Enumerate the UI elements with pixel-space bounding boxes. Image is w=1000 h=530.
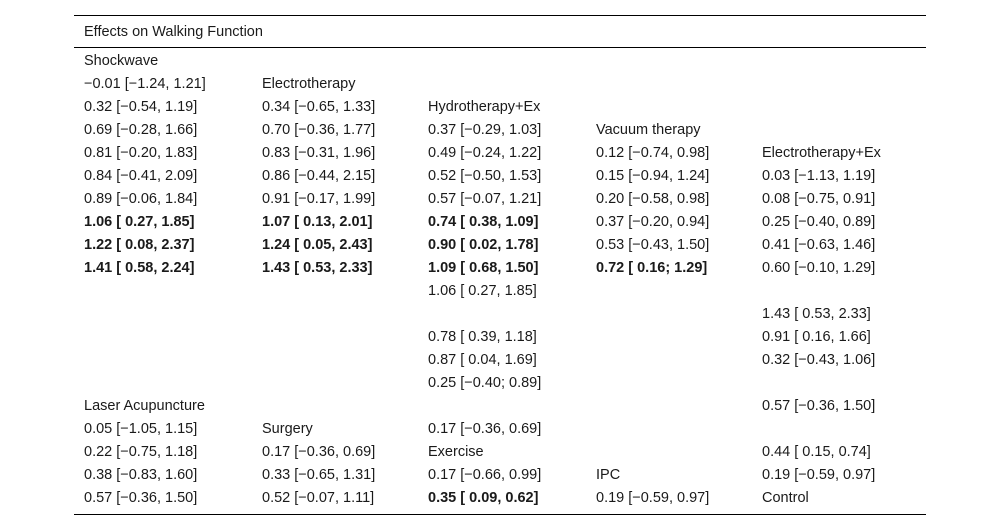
table-cell: 1.41 [ 0.58, 2.24] (84, 260, 195, 276)
table-cell: 0.52 [−0.07, 1.11] (262, 490, 375, 506)
table-cell: Vacuum therapy (596, 122, 701, 138)
table-cell: 0.37 [−0.29, 1.03] (428, 122, 542, 138)
table-cell: 0.17 [−0.36, 0.69] (262, 444, 376, 460)
table-cell: 0.19 [−0.59, 0.97] (596, 490, 710, 506)
table-cell: 0.44 [ 0.15, 0.74] (762, 444, 871, 460)
table-cell: 0.60 [−0.10, 1.29] (762, 260, 876, 276)
table-cell: 0.33 [−0.65, 1.31] (262, 467, 376, 483)
table-cell: 0.84 [−0.41, 2.09] (84, 168, 198, 184)
table-cell: 0.90 [ 0.02, 1.78] (428, 237, 539, 253)
table-cell: Electrotherapy (262, 76, 356, 92)
table-cell: 0.57 [−0.36, 1.50] (84, 490, 198, 506)
table-cell: 0.41 [−0.63, 1.46] (762, 237, 876, 253)
table-cell: −0.01 [−1.24, 1.21] (84, 76, 206, 92)
table-cell: 0.35 [ 0.09, 0.62] (428, 490, 539, 506)
table-bottom-rule (74, 514, 926, 515)
table-cell: 0.89 [−0.06, 1.84] (84, 191, 198, 207)
table-cell: 0.20 [−0.58, 0.98] (596, 191, 710, 207)
table-cell: 1.09 [ 0.68, 1.50] (428, 260, 539, 276)
table-cell: 0.19 [−0.59, 0.97] (762, 467, 876, 483)
table-cell: 1.22 [ 0.08, 2.37] (84, 237, 195, 253)
table-cell: 1.24 [ 0.05, 2.43] (262, 237, 373, 253)
table-cell: 0.15 [−0.94, 1.24] (596, 168, 710, 184)
table-cell: IPC (596, 467, 621, 483)
table-cell: Laser Acupuncture (84, 398, 205, 414)
table-cell: 1.06 [ 0.27, 1.85] (428, 283, 537, 299)
table-cell: Surgery (262, 421, 313, 437)
table-cell: 0.05 [−1.05, 1.15] (84, 421, 198, 437)
table-cell: 0.72 [ 0.16; 1.29] (596, 260, 708, 276)
table-cell: 1.43 [ 0.53, 2.33] (762, 306, 871, 322)
table-cell: 0.69 [−0.28, 1.66] (84, 122, 198, 138)
table-cell: 0.81 [−0.20, 1.83] (84, 145, 198, 161)
table-cell: 0.57 [−0.07, 1.21] (428, 191, 542, 207)
table-cell: 0.17 [−0.66, 0.99] (428, 467, 542, 483)
table-cell: Electrotherapy+Ex (762, 145, 881, 161)
table-cell: 0.91 [ 0.16, 1.66] (762, 329, 871, 345)
table-cell: 0.37 [−0.20, 0.94] (596, 214, 710, 230)
table-cell: 0.49 [−0.24, 1.22] (428, 145, 542, 161)
table-cell: 0.17 [−0.36, 0.69] (428, 421, 542, 437)
table-cell: 0.03 [−1.13, 1.19] (762, 168, 876, 184)
table-cell: 0.86 [−0.44, 2.15] (262, 168, 376, 184)
table-cell: 0.32 [−0.43, 1.06] (762, 352, 876, 368)
table-cell: 0.34 [−0.65, 1.33] (262, 99, 376, 115)
table-cell: 1.43 [ 0.53, 2.33] (262, 260, 373, 276)
table-cell: 0.12 [−0.74, 0.98] (596, 145, 710, 161)
table-cell: 0.57 [−0.36, 1.50] (762, 398, 876, 414)
table-cell: 0.32 [−0.54, 1.19] (84, 99, 198, 115)
table-cell: 0.83 [−0.31, 1.96] (262, 145, 376, 161)
table-cell: 0.91 [−0.17, 1.99] (262, 191, 376, 207)
table-cell: 1.07 [ 0.13, 2.01] (262, 214, 373, 230)
table-cell: 0.25 [−0.40; 0.89] (428, 375, 542, 391)
table-cell: 0.25 [−0.40, 0.89] (762, 214, 876, 230)
table-cell: Exercise (428, 444, 484, 460)
table-top-rule (74, 15, 926, 16)
table-cell: 0.38 [−0.83, 1.60] (84, 467, 198, 483)
table-cell: 0.53 [−0.43, 1.50] (596, 237, 710, 253)
table-cell: 0.08 [−0.75, 0.91] (762, 191, 876, 207)
table-cell: 0.70 [−0.36, 1.77] (262, 122, 376, 138)
table-title: Effects on Walking Function (84, 24, 263, 40)
table-cell: Hydrotherapy+Ex (428, 99, 541, 115)
table-cell: 0.52 [−0.50, 1.53] (428, 168, 542, 184)
table-cell: 0.87 [ 0.04, 1.69] (428, 352, 537, 368)
table-cell: 0.78 [ 0.39, 1.18] (428, 329, 537, 345)
table-cell: Control (762, 490, 809, 506)
table-cell: Shockwave (84, 53, 159, 69)
table-cell: 0.22 [−0.75, 1.18] (84, 444, 198, 460)
table-header-rule (74, 47, 926, 48)
table-cell: 0.74 [ 0.38, 1.09] (428, 214, 539, 230)
table-cell: 1.06 [ 0.27, 1.85] (84, 214, 195, 230)
